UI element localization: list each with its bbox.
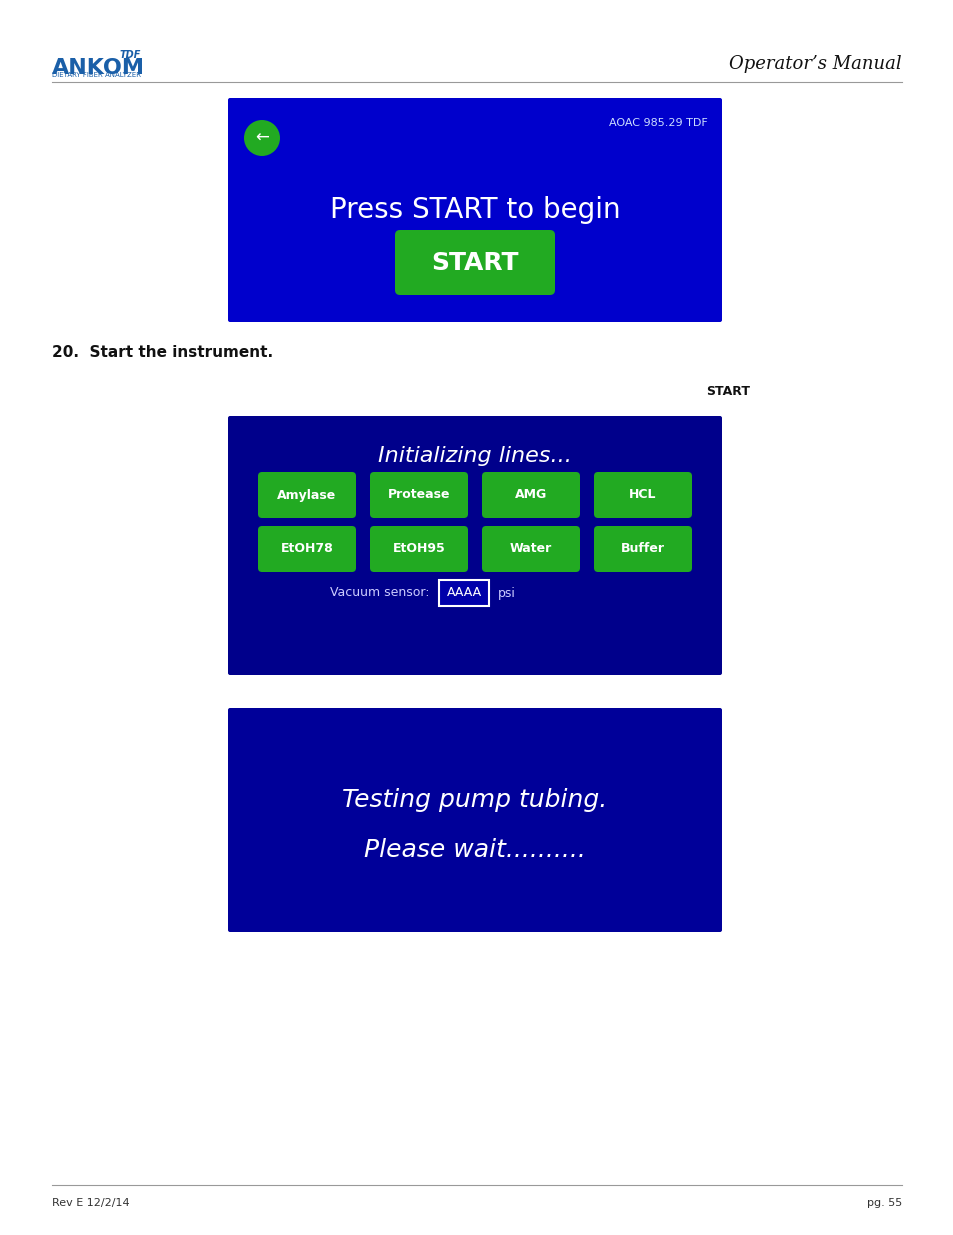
Circle shape (244, 120, 280, 156)
FancyBboxPatch shape (228, 708, 721, 932)
Text: EtOH78: EtOH78 (280, 542, 333, 556)
Text: Testing pump tubing.: Testing pump tubing. (342, 788, 607, 811)
Text: TDF: TDF (120, 49, 141, 61)
Text: AMG: AMG (515, 489, 547, 501)
Text: Initializing lines...: Initializing lines... (377, 446, 572, 466)
Text: psi: psi (497, 587, 516, 599)
Text: 20.  Start the instrument.: 20. Start the instrument. (52, 345, 273, 359)
Text: DIETARY FIBER ANALYZER: DIETARY FIBER ANALYZER (52, 72, 141, 78)
FancyBboxPatch shape (481, 472, 579, 517)
Text: Please wait..........: Please wait.......... (364, 839, 585, 862)
Text: Vacuum sensor:: Vacuum sensor: (330, 587, 429, 599)
FancyBboxPatch shape (257, 472, 355, 517)
Text: START: START (705, 385, 749, 398)
Text: pg. 55: pg. 55 (866, 1198, 901, 1208)
Text: HCL: HCL (629, 489, 656, 501)
Text: Protease: Protease (387, 489, 450, 501)
Text: Press START to begin: Press START to begin (330, 196, 619, 224)
FancyBboxPatch shape (370, 526, 468, 572)
Text: AOAC 985.29 TDF: AOAC 985.29 TDF (609, 119, 707, 128)
FancyBboxPatch shape (395, 230, 555, 295)
FancyBboxPatch shape (481, 526, 579, 572)
Text: START: START (431, 251, 518, 274)
FancyBboxPatch shape (594, 526, 691, 572)
Text: Water: Water (509, 542, 552, 556)
FancyBboxPatch shape (228, 416, 721, 676)
Text: EtOH95: EtOH95 (393, 542, 445, 556)
Text: AAAA: AAAA (446, 587, 481, 599)
Text: Operator’s Manual: Operator’s Manual (729, 56, 901, 73)
FancyBboxPatch shape (594, 472, 691, 517)
Text: Rev E 12/2/14: Rev E 12/2/14 (52, 1198, 130, 1208)
FancyBboxPatch shape (257, 526, 355, 572)
Text: ←: ← (254, 128, 269, 147)
Text: Buffer: Buffer (620, 542, 664, 556)
Text: Amylase: Amylase (277, 489, 336, 501)
FancyBboxPatch shape (438, 580, 489, 606)
Text: ANKOM: ANKOM (52, 58, 145, 78)
FancyBboxPatch shape (370, 472, 468, 517)
FancyBboxPatch shape (228, 98, 721, 322)
